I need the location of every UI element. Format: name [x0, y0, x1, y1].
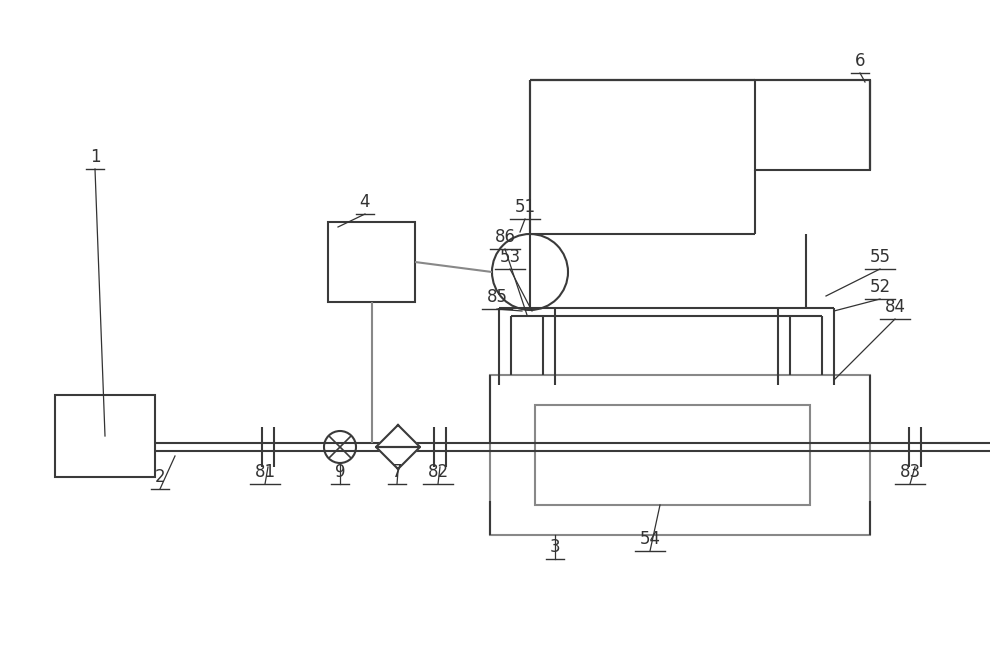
- Text: 54: 54: [640, 530, 660, 548]
- Text: 1: 1: [90, 148, 100, 166]
- Text: 51: 51: [514, 198, 536, 216]
- Text: 53: 53: [499, 248, 521, 266]
- Text: 2: 2: [155, 468, 165, 486]
- Text: 84: 84: [885, 298, 906, 316]
- Polygon shape: [376, 425, 420, 447]
- Bar: [55, 395, 155, 477]
- Bar: [535, 405, 810, 505]
- Text: 55: 55: [870, 248, 891, 266]
- Text: 81: 81: [254, 463, 276, 481]
- Text: 86: 86: [494, 228, 516, 246]
- Bar: [490, 375, 870, 535]
- Text: 85: 85: [486, 288, 508, 306]
- Bar: [755, 80, 870, 170]
- Text: 83: 83: [899, 463, 921, 481]
- Bar: [328, 222, 415, 302]
- Text: 52: 52: [869, 278, 891, 296]
- Text: 6: 6: [855, 52, 865, 70]
- Text: 3: 3: [550, 538, 560, 556]
- Text: 7: 7: [392, 463, 402, 481]
- Text: 82: 82: [427, 463, 449, 481]
- Polygon shape: [376, 447, 420, 469]
- Text: 4: 4: [360, 193, 370, 211]
- Text: 9: 9: [335, 463, 345, 481]
